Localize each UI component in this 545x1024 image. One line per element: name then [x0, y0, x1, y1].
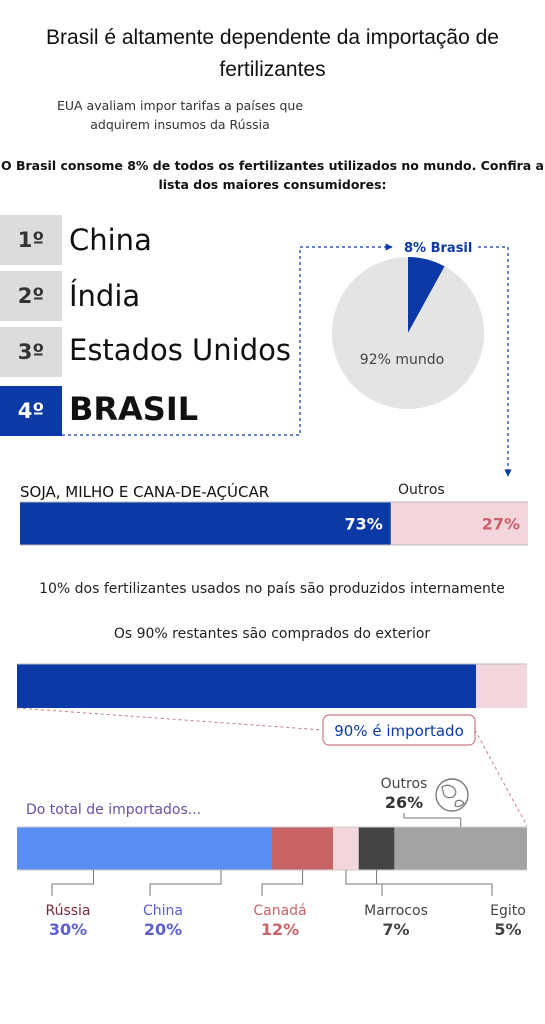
page-title: Brasil é altamente dependente da importa…: [46, 26, 499, 81]
callout-right-lead: [474, 729, 528, 827]
pie-slice-brasil: [408, 257, 445, 333]
domestic-segment: [476, 664, 527, 708]
crops-bar-label: SOJA, MILHO E CANA-DE-AÇÚCAR: [20, 482, 269, 501]
pie-label-world: 92% mundo: [360, 352, 444, 368]
origin-leader-canad: [261, 870, 304, 896]
others-segment: [390, 502, 528, 545]
origin-leader-outros: [403, 813, 462, 827]
imported-note: Os 90% restantes são comprados do exteri…: [114, 626, 431, 642]
others-value-label: 27%: [482, 515, 520, 534]
rank-2-badge: 2º: [0, 271, 62, 321]
connector-pie-to-bar: [478, 246, 512, 477]
origin-label-marrocos: Marrocos: [364, 903, 428, 919]
origin-label-rssia: Rússia: [45, 903, 90, 919]
rank-3-badge: 3º: [0, 327, 62, 377]
imported-segment: [17, 664, 476, 708]
others-bar-label: Outros: [398, 482, 445, 498]
import-share-bar: [17, 663, 527, 708]
rank-2-name: Índia: [69, 279, 141, 313]
rank-1-badge: 1º: [0, 215, 62, 265]
origin-segment-outros: [394, 827, 527, 870]
origin-label-china: China: [143, 903, 183, 919]
origin-value-outros: 26%: [385, 793, 423, 812]
pie-slice-mundo: [331, 257, 484, 409]
origin-leader-egito: [345, 870, 493, 896]
crops-value-label: 73%: [345, 515, 383, 534]
callout-left-lead: [16, 707, 324, 731]
domestic-note: 10% dos fertilizantes usados no país são…: [39, 581, 505, 597]
origin-segment-canad: [272, 827, 334, 870]
origin-segment-china: [170, 827, 272, 870]
import-origin-bar: [17, 826, 527, 871]
rank-1-name: China: [69, 223, 152, 257]
rank-4-name: BRASIL: [69, 390, 199, 428]
globe-icon: [435, 778, 469, 812]
imports-total-label: Do total de importados...: [26, 802, 201, 818]
origin-value-egito: 5%: [494, 920, 521, 939]
origin-leader-marrocos: [376, 870, 383, 896]
pie-label-brasil: 8% Brasil: [404, 241, 472, 256]
lead-text: O Brasil consome 8% de todos os fertiliz…: [0, 158, 544, 192]
pie-chart: [331, 257, 484, 409]
origin-segment-egito: [333, 827, 359, 870]
origin-label-outros: Outros: [381, 776, 428, 792]
origin-leader-rssia: [51, 870, 94, 896]
connector-ranking-to-pie: [62, 243, 393, 436]
crops-segment: [20, 502, 391, 545]
origin-leader-china: [149, 870, 222, 896]
origin-value-canad: 12%: [261, 920, 299, 939]
rank-3-name: Estados Unidos: [69, 333, 291, 367]
origin-label-canad: Canadá: [253, 903, 306, 919]
page-subtitle: EUA avaliam impor tarifas a países que a…: [56, 98, 304, 132]
crops-stacked-bar: 73% 27%: [20, 501, 528, 546]
origin-value-china: 20%: [144, 920, 182, 939]
origin-segment-marrocos: [358, 827, 395, 870]
origin-value-rssia: 30%: [49, 920, 87, 939]
imported-callout-text: 90% é importado: [334, 722, 464, 740]
origin-label-egito: Egito: [490, 903, 526, 919]
origin-value-marrocos: 7%: [382, 920, 409, 939]
rank-4-badge: 4º: [0, 386, 62, 436]
origin-segment-rssia: [17, 827, 170, 870]
